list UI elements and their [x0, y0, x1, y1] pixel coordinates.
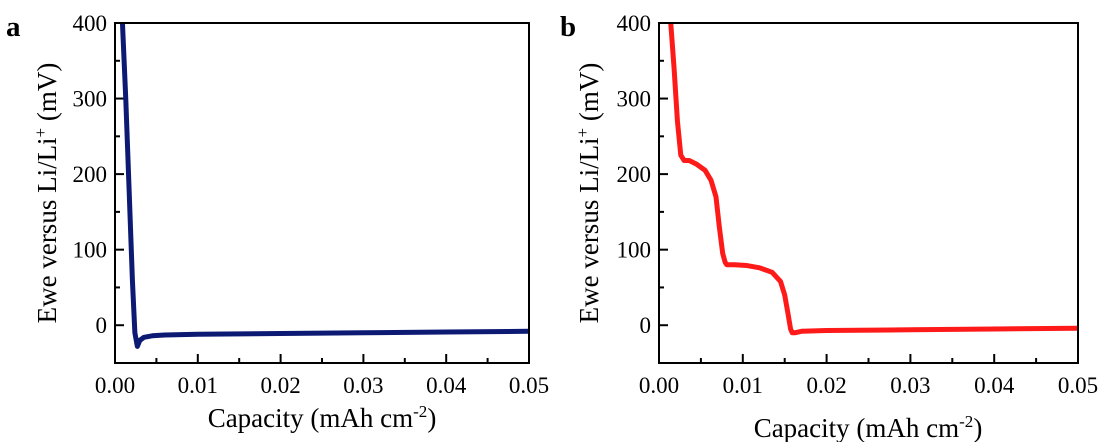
panel-b-tick-labels: 0.00 0.01 0.02 0.03 0.04 0.05 0 100 200 300 400: [617, 11, 1099, 398]
panel-a-ticks: [114, 22, 530, 364]
panel-b-x-axis-label: Capacity (mAh cm-2): [754, 412, 983, 442]
panel-a-x-tick-label: 0.04: [426, 373, 467, 398]
panel-a-tick-labels: 0.00 0.01 0.02 0.03 0.04 0.05 0 100 200 300 400: [73, 11, 550, 398]
panel-a-x-tick-label: 0.03: [343, 373, 383, 398]
panel-b-letter: b: [560, 11, 576, 43]
panel-a-x-tick-label: 0.02: [260, 373, 300, 398]
panel-b-plot-area: [668, 23, 1078, 336]
panel-b-plot-frame: [658, 22, 1079, 364]
panel-b-x-tick-label: 0.02: [806, 373, 846, 398]
panel-a-y-tick-label: 300: [73, 87, 108, 112]
panel-b-y-tick-label: 300: [617, 87, 652, 112]
panel-a-plot-frame: [114, 22, 530, 364]
panel-b-x-tick-label: 0.05: [1058, 373, 1098, 398]
panel-b-y-tick-label: 200: [617, 162, 652, 187]
panel-a-x-tick-label: 0.01: [178, 373, 218, 398]
panel-b-x-tick-label: 0.01: [723, 373, 763, 398]
panel-a-y-axis-label: Ewe versus Li/Li+ (mV): [31, 63, 62, 324]
panel-b-chart: b 0.00 0.01 0.02 0.03 0.04 0.050100200300400 …: [560, 11, 1098, 442]
panel-b-y-axis-label: Ewe versus Li/Li+ (mV): [573, 63, 604, 324]
panel-b-y-tick-label: 400: [617, 11, 652, 36]
panel-b-y-tick-label: 100: [617, 238, 652, 263]
panel-a-y-tick-label: 400: [73, 11, 108, 36]
panel-a-chart: a 0.00 0.01 0.02 0.03 0.04 0.050100200300400 …: [6, 11, 549, 433]
panel-b-ticks: [658, 22, 1079, 364]
panel-a-series-line: [119, 23, 529, 349]
panel-a-x-tick-label: 0.00: [95, 373, 135, 398]
panel-b-series-line: [668, 23, 1078, 336]
panel-a-x-tick-label: 0.05: [509, 373, 549, 398]
panel-a-letter: a: [6, 11, 21, 43]
panel-a-y-tick-label: 0: [96, 313, 108, 338]
panel-b-y-tick-label: 0: [640, 313, 652, 338]
panel-a-y-tick-label: 100: [73, 238, 108, 263]
panel-b-x-tick-label: 0.04: [974, 373, 1015, 398]
panel-a-x-axis-label: Capacity (mAh cm-2): [208, 402, 437, 433]
panel-b-x-tick-label: 0.00: [639, 373, 679, 398]
panel-a-y-tick-label: 200: [73, 162, 108, 187]
panel-a-plot-area: [119, 23, 529, 349]
panel-b-x-tick-label: 0.03: [890, 373, 930, 398]
